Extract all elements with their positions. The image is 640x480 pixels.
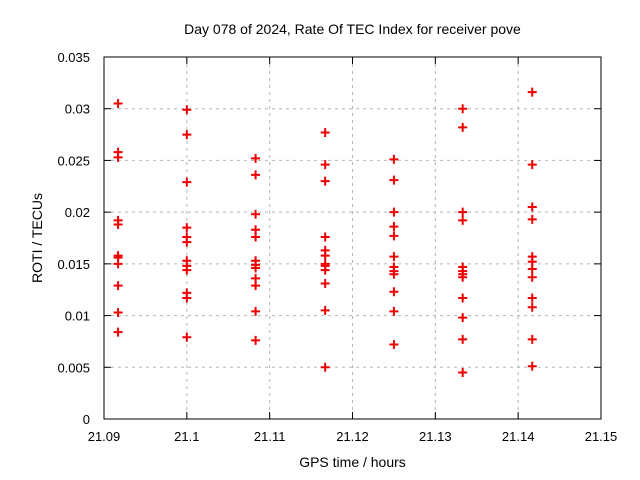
data-point-marker <box>320 362 330 372</box>
data-point-marker <box>458 215 468 225</box>
plot-border <box>103 56 602 420</box>
data-point-marker <box>458 104 468 114</box>
data-point-marker <box>113 281 123 291</box>
data-point-marker <box>527 293 537 303</box>
y-axis-label: ROTI / TECUs <box>29 193 45 283</box>
y-tick-label: 0.035 <box>57 50 90 65</box>
axis-ticks <box>103 56 602 420</box>
data-point-marker <box>320 128 330 138</box>
y-tick-label: 0.005 <box>57 360 90 375</box>
data-point-marker <box>389 340 399 350</box>
x-tick-label: 21.13 <box>419 429 452 444</box>
data-point-marker <box>113 307 123 317</box>
x-tick-label: 21.11 <box>254 429 286 444</box>
y-tick-label: 0 <box>83 412 90 427</box>
chart-title: Day 078 of 2024, Rate Of TEC Index for r… <box>184 21 521 37</box>
data-point-marker <box>182 293 192 303</box>
data-point-marker <box>182 105 192 115</box>
data-point-marker <box>251 153 261 163</box>
data-point-marker <box>458 334 468 344</box>
data-point-marker <box>320 251 330 261</box>
data-point-marker <box>458 272 468 282</box>
data-point-marker <box>182 177 192 187</box>
data-point-marker <box>182 332 192 342</box>
axis-tick-labels: 21.09 21.1 21.11 21.12 21.13 21.14 21.15 0 0.005… <box>57 50 617 444</box>
data-point-marker <box>320 265 330 275</box>
data-point-marker <box>113 99 123 109</box>
data-point-marker <box>251 335 261 345</box>
data-point-marker <box>527 361 537 371</box>
y-tick-label: 0.025 <box>57 153 90 168</box>
data-point-marker <box>458 122 468 132</box>
data-point-marker <box>113 259 123 269</box>
data-point-marker <box>320 176 330 186</box>
data-point-marker <box>389 252 399 262</box>
data-point-marker <box>182 223 192 233</box>
data-point-marker <box>458 293 468 303</box>
data-point-marker <box>458 367 468 377</box>
data-point-marker <box>251 209 261 219</box>
data-point-marker <box>389 231 399 241</box>
data-point-marker <box>320 279 330 289</box>
data-point-marker <box>389 154 399 164</box>
data-point-marker <box>320 160 330 170</box>
data-point-marker <box>251 263 261 273</box>
data-point-marker <box>251 306 261 316</box>
x-tick-label: 21.12 <box>336 429 369 444</box>
data-point-marker <box>113 220 123 230</box>
data-point-marker <box>389 207 399 217</box>
axis-text-labels: Day 078 of 2024, Rate Of TEC Index for r… <box>29 21 521 470</box>
data-point-marker <box>251 281 261 291</box>
data-point-marker <box>527 302 537 312</box>
x-tick-label: 21.1 <box>174 429 199 444</box>
data-point-marker <box>527 214 537 224</box>
data-point-marker <box>527 202 537 212</box>
data-point-marker <box>320 232 330 242</box>
data-point-marker <box>182 265 192 275</box>
data-point-marker <box>527 160 537 170</box>
data-point-marker <box>182 237 192 247</box>
data-point-marker <box>389 175 399 185</box>
x-tick-label: 21.09 <box>88 429 121 444</box>
x-tick-label: 21.15 <box>585 429 618 444</box>
data-point-marker <box>527 334 537 344</box>
y-tick-label: 0.015 <box>57 257 90 272</box>
data-point-marker <box>389 306 399 316</box>
x-tick-label: 21.14 <box>502 429 535 444</box>
data-point-marker <box>113 327 123 337</box>
data-point-marker <box>389 222 399 232</box>
data-point-marker <box>113 152 123 162</box>
data-point-marker <box>458 313 468 323</box>
data-point-marker <box>182 130 192 140</box>
plot-frame <box>103 56 602 420</box>
data-point-marker <box>527 264 537 274</box>
gridlines <box>104 57 601 419</box>
data-point-marker <box>458 207 468 217</box>
data-point-marker <box>527 87 537 97</box>
data-point-marker <box>251 232 261 242</box>
x-axis-label: GPS time / hours <box>299 454 406 470</box>
data-point-marker <box>251 170 261 180</box>
data-points <box>113 87 537 377</box>
data-point-marker <box>320 305 330 315</box>
data-point-marker <box>389 287 399 297</box>
data-point-marker <box>527 272 537 282</box>
y-tick-label: 0.02 <box>65 205 90 220</box>
data-point-marker <box>389 269 399 279</box>
y-tick-label: 0.01 <box>65 309 90 324</box>
y-tick-label: 0.03 <box>65 102 90 117</box>
